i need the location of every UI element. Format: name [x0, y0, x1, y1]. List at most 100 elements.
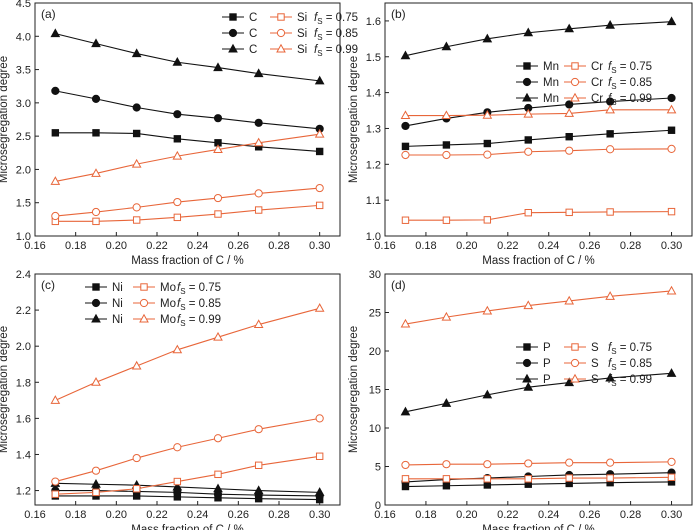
data-point-cr-fs-0.75: [524, 209, 532, 217]
data-point-si-fs-0.85: [173, 197, 182, 207]
data-point-cr-fs-0.85: [565, 146, 574, 155]
data-point-mn-fs-0.75: [524, 136, 532, 144]
data-point-ni-fs-0.99: [172, 481, 183, 491]
legend-marker: [139, 313, 149, 323]
data-point-c-fs-0.75: [315, 147, 324, 156]
data-point-mn-fs-0.99: [441, 41, 452, 51]
y-tick-label: 1.0: [366, 231, 381, 243]
legend-marker: [571, 62, 579, 70]
x-tick-label: 0.26: [228, 509, 249, 521]
y-tick-label: 2.5: [16, 131, 31, 143]
legend: Mn Cr fS = 0.75 Mn Cr fS = 0.85 Mn Cr fS = 0.99: [516, 61, 652, 107]
data-point-mo-fs-0.85: [173, 443, 182, 452]
x-tick-label: 0.16: [374, 509, 395, 521]
legend-fs-label: fS = 0.85: [608, 358, 652, 372]
legend-marker: [570, 77, 580, 87]
data-point-c-fs-0.85: [173, 110, 182, 119]
legend-marker: [276, 28, 286, 38]
x-tick-label: 0.26: [579, 240, 600, 252]
x-tick-label: 0.26: [228, 240, 249, 252]
data-point-cr-fs-0.85: [401, 150, 410, 160]
x-axis-label: Mass fraction of C / %: [131, 524, 243, 530]
data-point-s-fs-0.85: [401, 460, 410, 470]
x-tick-label: 0.28: [268, 509, 289, 521]
data-point-mn-fs-0.85: [565, 100, 574, 109]
data-point-si-fs-0.99: [253, 137, 264, 147]
data-point-s-fs-0.99: [441, 311, 452, 321]
legend-marker: [570, 358, 580, 368]
data-point-s-fs-0.99: [605, 291, 615, 300]
data-point-si-fs-0.99: [172, 150, 183, 160]
data-point-s-fs-0.75: [442, 475, 451, 483]
legend-fs-label: fS = 0.85: [177, 298, 221, 312]
y-tick-label: 10: [369, 423, 381, 435]
data-point-p-fs-0.75: [483, 481, 492, 489]
data-point-cr-fs-0.75: [565, 208, 573, 217]
data-point-mo-fs-0.75: [51, 490, 60, 498]
panel-label: (b): [391, 7, 406, 21]
data-point-c-fs-0.99: [213, 62, 223, 72]
data-point-mo-fs-0.99: [172, 344, 183, 354]
legend-marker: [139, 298, 149, 308]
x-tick-label: 0.22: [497, 240, 518, 252]
legend-fs-label: fS = 0.99: [608, 93, 652, 107]
legend-label: C: [249, 28, 257, 40]
x-tick-label: 0.20: [106, 509, 127, 521]
data-point-mn-fs-0.75: [565, 133, 573, 141]
y-tick-label: 4.0: [16, 31, 31, 43]
data-point-mo-fs-0.85: [91, 466, 101, 475]
data-point-mn-fs-0.99: [666, 16, 677, 26]
data-point-mo-fs-0.99: [213, 331, 223, 341]
x-tick-label: 0.22: [146, 509, 167, 521]
data-point-mo-fs-0.85: [213, 434, 223, 443]
legend-label: Cr: [591, 77, 603, 89]
y-tick-label: 1.0: [16, 231, 31, 243]
data-point-cr-fs-0.99: [523, 108, 534, 118]
legend-marker: [522, 92, 532, 102]
legend-label: S: [591, 358, 599, 370]
data-point-c-fs-0.99: [253, 68, 264, 78]
data-point-ni-fs-0.99: [253, 485, 264, 495]
legend-marker: [522, 373, 532, 383]
data-point-mo-fs-0.85: [132, 453, 141, 463]
data-point-mo-fs-0.75: [132, 485, 141, 493]
data-point-c-fs-0.75: [173, 135, 182, 143]
y-tick-label: 1.1: [366, 195, 381, 207]
x-tick-label: 0.16: [24, 240, 45, 252]
data-point-s-fs-0.75: [401, 475, 410, 483]
y-tick-label: 5: [375, 462, 381, 474]
data-point-c-fs-0.75: [132, 129, 141, 138]
legend-marker: [140, 283, 148, 291]
data-point-s-fs-0.85: [442, 460, 451, 469]
data-point-si-fs-0.75: [92, 217, 100, 226]
data-point-cr-fs-0.75: [401, 216, 410, 224]
legend-label: Si: [297, 12, 307, 24]
y-tick-label: 1.5: [366, 52, 381, 64]
x-tick-label: 0.30: [661, 240, 682, 252]
x-tick-label: 0.22: [497, 509, 518, 521]
data-point-mn-fs-0.99: [605, 19, 615, 29]
y-tick-label: 2.0: [16, 341, 31, 353]
x-tick-label: 0.24: [187, 509, 208, 521]
y-tick-label: 3.5: [16, 65, 31, 77]
x-tick-label: 0.20: [106, 240, 127, 252]
data-point-s-fs-0.85: [667, 457, 676, 466]
y-tick-label: 15: [369, 385, 381, 397]
data-point-c-fs-0.99: [131, 48, 142, 58]
legend-fs-label: fS = 0.75: [314, 12, 358, 26]
y-axis-label: Microsegregation degree: [0, 326, 10, 453]
plot-frame: [384, 2, 693, 237]
data-point-s-fs-0.99: [564, 295, 575, 305]
y-tick-label: 1.2: [366, 159, 381, 171]
x-tick-label: 0.30: [309, 240, 330, 252]
legend-fs-label: fS = 0.99: [177, 314, 221, 328]
series-line-mn-fs-0.99: [405, 21, 672, 57]
legend-marker: [570, 92, 580, 102]
legend-label: Ni: [112, 314, 123, 326]
legend-marker: [523, 62, 531, 70]
data-point-s-fs-0.75: [483, 475, 492, 483]
data-point-mn-fs-0.99: [482, 33, 493, 43]
data-point-si-fs-0.85: [91, 207, 101, 217]
data-point-mn-fs-0.99: [564, 23, 575, 33]
data-point-s-fs-0.99: [482, 305, 493, 315]
